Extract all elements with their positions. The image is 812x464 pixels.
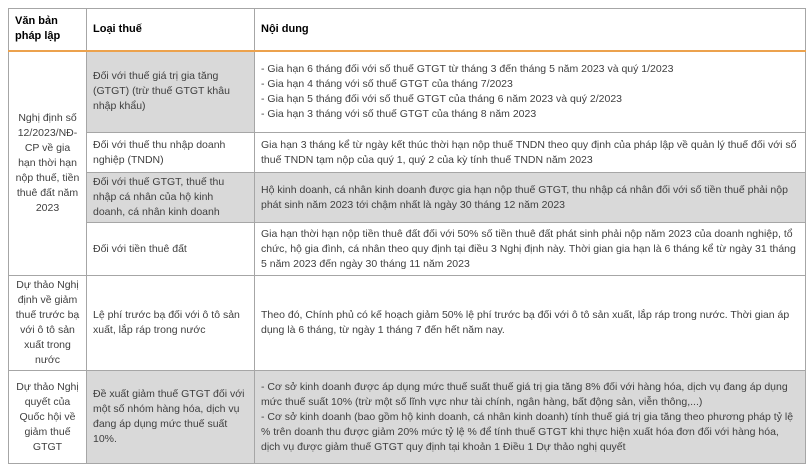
tax-type-cell: Đối với tiền thuê đất <box>86 222 255 276</box>
tax-summary-table: Văn bản pháp lập Loại thuế Nội dung Nghị… <box>8 8 806 464</box>
tax-type-cell: Đối với thuế thu nhập doanh nghiệp (TNDN… <box>86 132 255 173</box>
table-row: Nghị định số 12/2023/NĐ-CP về gia hạn th… <box>8 50 806 276</box>
header-row: Văn bản pháp lập Loại thuế Nội dung <box>8 8 806 52</box>
content-line: - Cơ sở kinh doanh được áp dụng mức thuế… <box>261 380 788 408</box>
content-line: - Gia hạn 4 tháng với số thuế GTGT của t… <box>261 77 513 90</box>
tax-type-cell: Đề xuất giảm thuế GTGT đối với một số nh… <box>86 370 255 464</box>
document-cell-decree-12-2023: Nghị định số 12/2023/NĐ-CP về gia hạn th… <box>8 50 87 276</box>
table-row: Đối với tiền thuê đất Gia hạn thời hạn n… <box>9 222 806 276</box>
content-line: - Gia hạn 5 tháng đối với số thuế GTGT c… <box>261 92 623 105</box>
table-row: Đối với thuế GTGT, thuế thu nhập cá nhân… <box>9 172 806 223</box>
content-line: - Gia hạn 6 tháng đối với số thuế GTGT t… <box>261 62 674 75</box>
header-content: Nội dung <box>254 8 806 52</box>
content-cell: Hộ kinh doanh, cá nhân kinh doanh được g… <box>254 172 806 223</box>
table-row: Đối với thuế thu nhập doanh nghiệp (TNDN… <box>9 132 806 173</box>
content-cell: - Cơ sở kinh doanh được áp dụng mức thuế… <box>254 370 806 464</box>
content-cell: Gia hạn thời hạn nộp tiền thuê đất đối v… <box>254 222 806 276</box>
content-cell: - Gia hạn 6 tháng đối với số thuế GTGT t… <box>254 50 806 133</box>
table-row: Dự thảo Nghị định về giảm thuế trước bạ … <box>8 275 806 371</box>
content-line: - Gia hạn 3 tháng với số thuế GTGT của t… <box>261 107 537 120</box>
table-row: Dự thảo Nghị quyết của Quốc hội về giảm … <box>8 370 806 464</box>
content-cell: Gia hạn 3 tháng kể từ ngày kết thúc thời… <box>254 132 806 173</box>
header-legal-document: Văn bản pháp lập <box>8 8 87 52</box>
tax-type-cell: Đối với thuế GTGT, thuế thu nhập cá nhân… <box>86 172 255 223</box>
tax-type-cell: Đối với thuế giá trị gia tăng (GTGT) (tr… <box>86 50 255 133</box>
content-cell: Theo đó, Chính phủ có kế hoạch giảm 50% … <box>254 275 806 371</box>
tax-type-cell: Lệ phí trước bạ đối với ô tô sản xuất, l… <box>86 275 255 371</box>
document-cell-draft-decree-registration-fee: Dự thảo Nghị định về giảm thuế trước bạ … <box>8 275 87 371</box>
content-line: - Cơ sở kinh doanh (bao gồm hộ kinh doan… <box>261 410 794 453</box>
header-tax-type: Loại thuế <box>86 8 255 52</box>
document-cell-draft-resolution-vat: Dự thảo Nghị quyết của Quốc hội về giảm … <box>8 370 87 464</box>
